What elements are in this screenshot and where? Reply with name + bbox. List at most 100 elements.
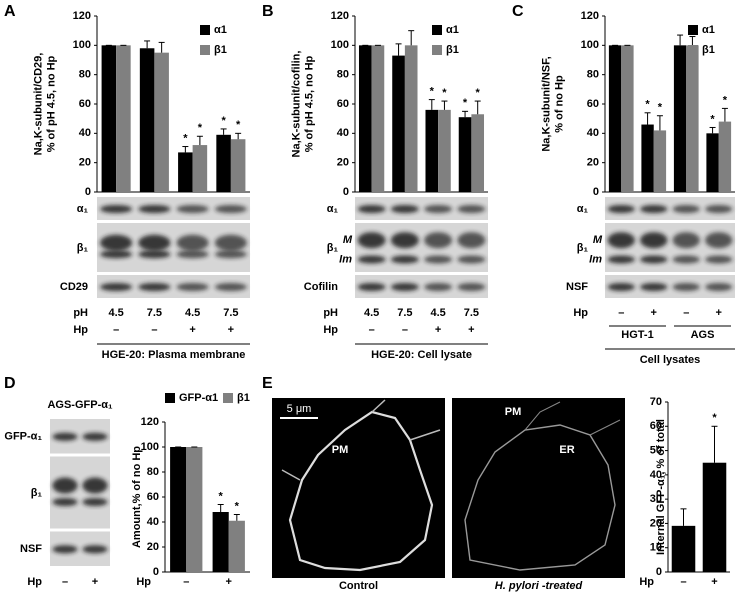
- bar: [154, 52, 169, 192]
- blot-band: [672, 255, 700, 264]
- row-value: 7.5: [147, 307, 162, 319]
- blot-strip: [355, 275, 488, 298]
- y-axis-label: % of no Hp: [553, 75, 565, 133]
- row-label: Hp: [136, 576, 151, 588]
- image-label: PM: [332, 444, 349, 456]
- blot-band: [100, 250, 133, 259]
- bar: [608, 45, 622, 193]
- y-axis-label: Na,K-subunit/NSF,: [540, 56, 552, 151]
- group-label: AGS: [691, 329, 715, 341]
- blot-label: α₁: [577, 203, 589, 215]
- y-tick-label: 120: [581, 10, 599, 22]
- legend-swatch: [432, 45, 442, 55]
- blot-sublabel: M: [343, 234, 353, 246]
- blot-sublabel: Im: [589, 253, 602, 265]
- blot-band: [52, 477, 78, 494]
- row-value: 7.5: [223, 307, 238, 319]
- significance-mark: *: [442, 87, 447, 99]
- bar: [686, 45, 699, 193]
- panel-letter: E: [262, 375, 273, 392]
- blot-label: β₁: [77, 242, 89, 254]
- y-tick-label: 100: [581, 39, 599, 51]
- y-tick-label: 0: [656, 566, 662, 578]
- row-value: +: [716, 307, 722, 319]
- blot-band: [100, 283, 133, 291]
- row-value: –: [113, 324, 119, 336]
- bar: [425, 109, 439, 192]
- bar: [392, 55, 405, 192]
- blot-band: [705, 255, 733, 264]
- blot-strip: [605, 275, 735, 298]
- y-tick-label: 100: [331, 39, 349, 51]
- blot-strip: [355, 197, 488, 220]
- row-label: pH: [73, 307, 88, 319]
- blot-band: [357, 283, 386, 291]
- blot-band: [357, 232, 386, 249]
- blot-band: [357, 255, 386, 264]
- legend-label: β1: [214, 44, 227, 56]
- caption: HGE-20: Plasma membrane: [102, 349, 246, 361]
- y-tick-label: 0: [153, 566, 159, 578]
- image-label: PM: [505, 406, 522, 418]
- y-tick-label: 60: [79, 98, 91, 110]
- blot-strip: [97, 275, 250, 298]
- panel-letter: C: [512, 3, 524, 20]
- blot-strip: [605, 197, 735, 220]
- blot-band: [100, 205, 133, 213]
- y-tick-label: 120: [73, 10, 91, 22]
- bar: [653, 130, 667, 192]
- y-tick-label: 80: [587, 69, 599, 81]
- y-tick-label: 40: [147, 516, 159, 528]
- bar: [471, 114, 485, 192]
- blot-label: β₁: [327, 242, 339, 254]
- bar: [458, 117, 472, 192]
- blot-band: [457, 232, 486, 249]
- blot-label: β₁: [577, 242, 589, 254]
- significance-mark: *: [430, 86, 435, 98]
- bar: [212, 512, 229, 572]
- y-axis-label: % of pH 4.5, no Hp: [45, 55, 57, 152]
- blot-band: [82, 498, 108, 506]
- blot-band: [457, 205, 486, 213]
- blot-band: [82, 545, 108, 554]
- y-tick-label: 40: [650, 469, 662, 481]
- legend-swatch: [688, 45, 698, 55]
- row-label: Hp: [73, 324, 88, 336]
- y-tick-label: 0: [85, 186, 91, 198]
- blot-band: [672, 283, 700, 291]
- row-label: Hp: [573, 307, 588, 319]
- bar: [371, 45, 385, 193]
- y-tick-label: 10: [650, 542, 662, 554]
- row-label: Hp: [323, 324, 338, 336]
- blot-band: [390, 283, 419, 291]
- significance-mark: *: [463, 97, 468, 109]
- significance-mark: *: [658, 102, 663, 114]
- legend-label: β1: [446, 44, 459, 56]
- bar: [621, 45, 634, 193]
- bar: [404, 45, 418, 193]
- row-value: –: [683, 307, 689, 319]
- y-tick-label: 80: [79, 69, 91, 81]
- significance-mark: *: [645, 99, 650, 111]
- blot-band: [52, 498, 78, 506]
- blot-band: [100, 234, 133, 251]
- y-axis-label: Internal GFP-α₁, % of total: [655, 419, 667, 555]
- y-tick-label: 20: [79, 157, 91, 169]
- blot-label: CD29: [60, 281, 88, 293]
- significance-mark: *: [221, 115, 226, 127]
- significance-mark: *: [723, 94, 728, 106]
- row-value: 7.5: [464, 307, 479, 319]
- bar: [192, 145, 208, 192]
- y-tick-label: 20: [337, 157, 349, 169]
- blot-band: [640, 205, 668, 213]
- blot-label: GFP-α₁: [4, 431, 42, 443]
- bar: [718, 121, 732, 192]
- y-tick-label: 60: [650, 420, 662, 432]
- row-value: –: [62, 576, 68, 588]
- bar: [186, 447, 203, 572]
- image-label: ER: [559, 444, 574, 456]
- y-tick-label: 20: [147, 541, 159, 553]
- y-tick-label: 20: [587, 157, 599, 169]
